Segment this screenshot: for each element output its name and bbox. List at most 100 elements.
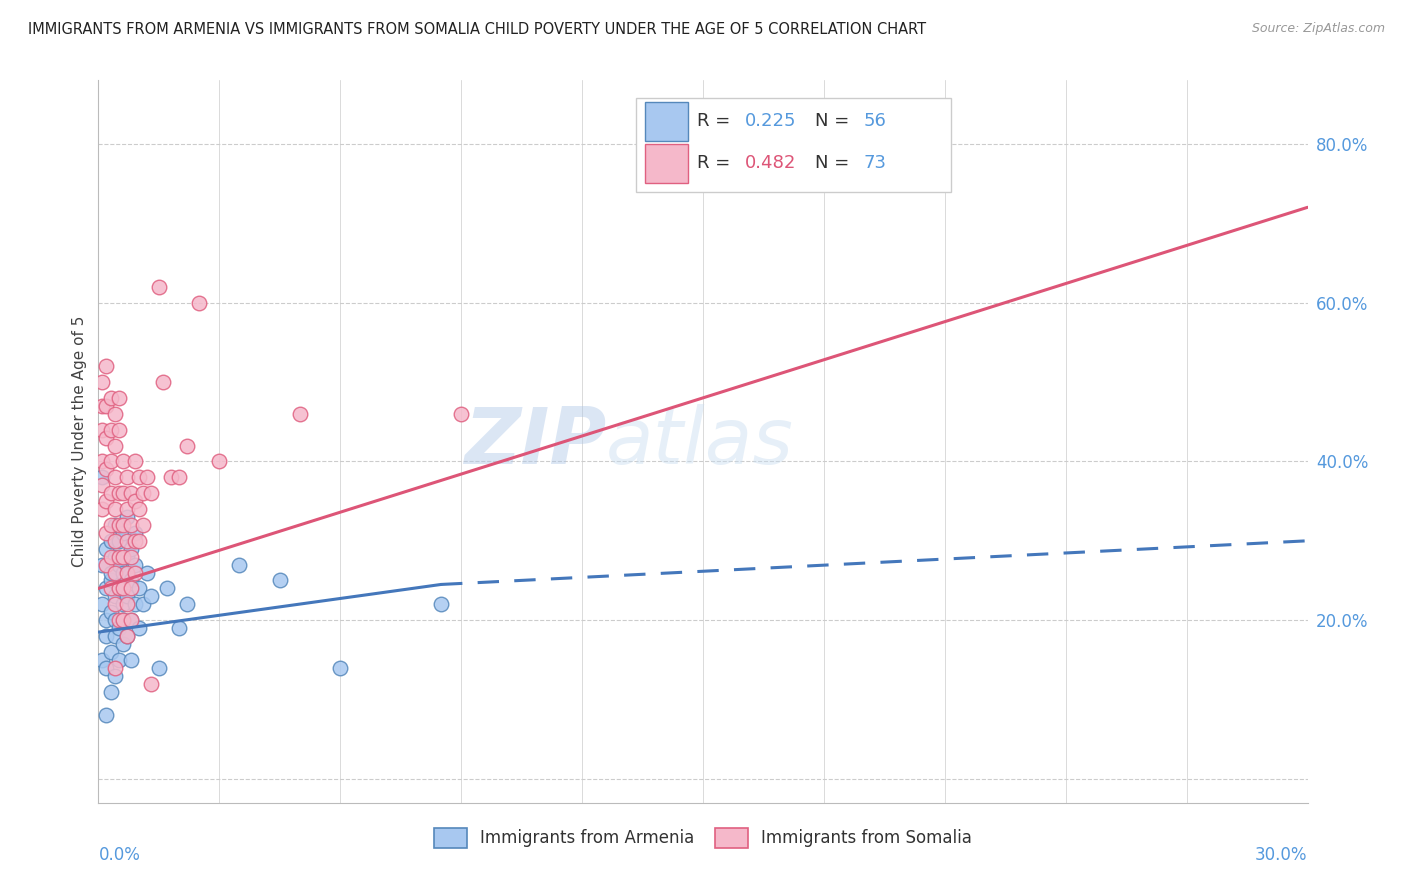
Point	[103, 549, 125, 564]
Point	[96, 629, 118, 643]
Point	[188, 295, 211, 310]
Point	[115, 597, 138, 611]
Point	[91, 375, 114, 389]
Point	[124, 566, 146, 580]
Point	[103, 613, 125, 627]
Point	[115, 629, 138, 643]
FancyBboxPatch shape	[645, 144, 689, 183]
Point	[111, 637, 134, 651]
Point	[115, 549, 138, 564]
Point	[107, 517, 129, 532]
Point	[132, 486, 155, 500]
Point	[100, 574, 122, 588]
Point	[115, 629, 138, 643]
Point	[148, 279, 170, 293]
Point	[120, 653, 142, 667]
Point	[96, 541, 118, 556]
Point	[176, 597, 198, 611]
Text: 0.225: 0.225	[745, 112, 797, 130]
Point	[111, 549, 134, 564]
Point	[96, 399, 118, 413]
Point	[124, 533, 146, 548]
Text: R =: R =	[697, 154, 735, 172]
Point	[148, 661, 170, 675]
Point	[103, 407, 125, 421]
Point	[103, 566, 125, 580]
Text: 73: 73	[863, 154, 887, 172]
Point	[96, 661, 118, 675]
Point	[111, 613, 134, 627]
Point	[103, 517, 125, 532]
Point	[111, 613, 134, 627]
Point	[124, 558, 146, 572]
Point	[128, 533, 150, 548]
Point	[91, 502, 114, 516]
Point	[128, 502, 150, 516]
Point	[167, 621, 190, 635]
Point	[135, 566, 157, 580]
Point	[100, 486, 122, 500]
Text: 30.0%: 30.0%	[1256, 847, 1308, 864]
Point	[91, 454, 114, 468]
Point	[111, 597, 134, 611]
Point	[96, 431, 118, 445]
Point	[100, 423, 122, 437]
Point	[107, 533, 129, 548]
Text: ZIP: ZIP	[464, 403, 606, 480]
Point	[124, 454, 146, 468]
Point	[430, 597, 453, 611]
Point	[115, 566, 138, 580]
Point	[96, 525, 118, 540]
Point	[269, 574, 291, 588]
Point	[115, 470, 138, 484]
Point	[120, 517, 142, 532]
Text: 56: 56	[863, 112, 887, 130]
Point	[103, 629, 125, 643]
Point	[103, 470, 125, 484]
Point	[132, 517, 155, 532]
Point	[107, 549, 129, 564]
Point	[152, 375, 174, 389]
Text: R =: R =	[697, 112, 735, 130]
Point	[96, 613, 118, 627]
Point	[103, 597, 125, 611]
Y-axis label: Child Poverty Under the Age of 5: Child Poverty Under the Age of 5	[72, 316, 87, 567]
Point	[139, 676, 162, 690]
Point	[100, 391, 122, 405]
Point	[115, 502, 138, 516]
Point	[132, 597, 155, 611]
Point	[176, 438, 198, 452]
Point	[156, 582, 179, 596]
Point	[288, 407, 311, 421]
Point	[107, 621, 129, 635]
Point	[103, 438, 125, 452]
Text: N =: N =	[815, 112, 855, 130]
Point	[100, 533, 122, 548]
Point	[135, 470, 157, 484]
Text: N =: N =	[815, 154, 855, 172]
Point	[208, 454, 231, 468]
Point	[91, 423, 114, 437]
Point	[103, 661, 125, 675]
Point	[91, 399, 114, 413]
Point	[103, 669, 125, 683]
Point	[111, 486, 134, 500]
Legend: Immigrants from Armenia, Immigrants from Somalia: Immigrants from Armenia, Immigrants from…	[426, 820, 980, 856]
Point	[167, 470, 190, 484]
Point	[115, 533, 138, 548]
Point	[115, 590, 138, 604]
Point	[111, 517, 134, 532]
Point	[96, 494, 118, 508]
Point	[124, 597, 146, 611]
Point	[124, 525, 146, 540]
Point	[100, 549, 122, 564]
Point	[96, 462, 118, 476]
Point	[107, 582, 129, 596]
Point	[100, 582, 122, 596]
Point	[124, 494, 146, 508]
Point	[120, 486, 142, 500]
Point	[111, 566, 134, 580]
Point	[107, 391, 129, 405]
Point	[103, 590, 125, 604]
Point	[91, 470, 114, 484]
